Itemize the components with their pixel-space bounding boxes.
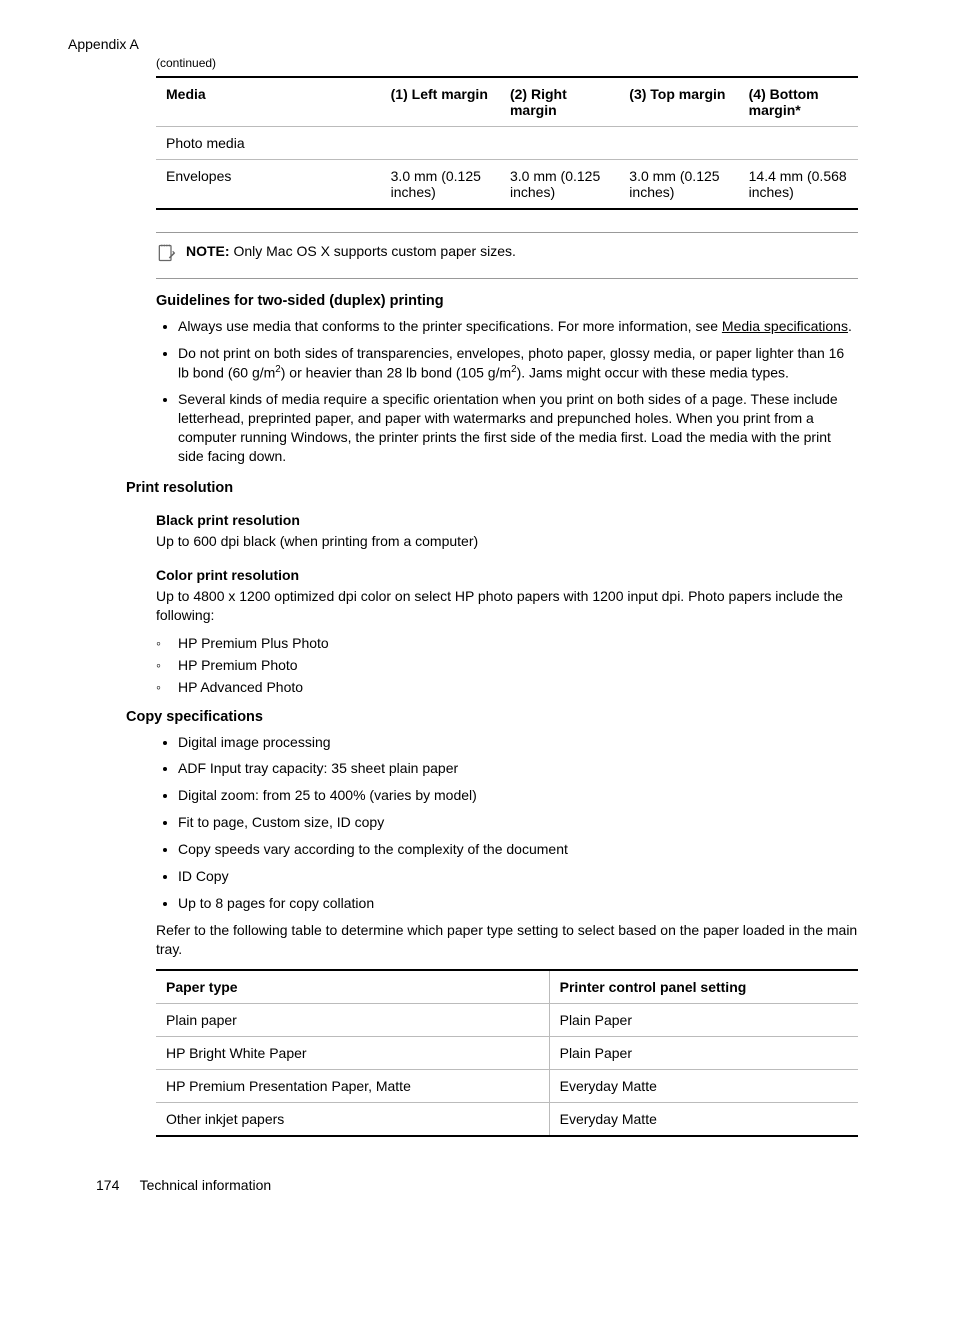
cell: 3.0 mm (0.125 inches) xyxy=(619,160,738,210)
list-item: Digital zoom: from 25 to 400% (varies by… xyxy=(178,786,858,805)
print-res-block: Print resolution Black print resolution … xyxy=(156,480,858,695)
list-item: HP Advanced Photo xyxy=(156,679,858,695)
table-row: Photo media xyxy=(156,127,858,160)
color-res-body: Up to 4800 x 1200 optimized dpi color on… xyxy=(156,587,858,625)
list-item: Do not print on both sides of transparen… xyxy=(178,344,858,382)
th-panel-setting: Printer control panel setting xyxy=(549,970,858,1004)
cell: 3.0 mm (0.125 inches) xyxy=(500,160,619,210)
footer-section: Technical information xyxy=(140,1177,272,1193)
margin-table-head-row: Media (1) Left margin (2) Right margin (… xyxy=(156,77,858,127)
color-res-heading: Color print resolution xyxy=(156,567,858,583)
black-res-heading: Black print resolution xyxy=(156,512,858,528)
list-item: Copy speeds vary according to the comple… xyxy=(178,840,858,859)
copy-spec-block: Copy specifications Digital image proces… xyxy=(156,709,858,1137)
duplex-heading: Guidelines for two-sided (duplex) printi… xyxy=(156,293,858,309)
cell xyxy=(619,127,738,160)
photo-paper-list: HP Premium Plus Photo HP Premium Photo H… xyxy=(156,635,858,695)
text: Always use media that conforms to the pr… xyxy=(178,318,722,334)
note-body: Only Mac OS X supports custom paper size… xyxy=(233,243,515,259)
page-number: 174 xyxy=(96,1177,136,1193)
copy-refer: Refer to the following table to determin… xyxy=(156,921,858,959)
table-row: Envelopes 3.0 mm (0.125 inches) 3.0 mm (… xyxy=(156,160,858,210)
table-row: HP Bright White Paper Plain Paper xyxy=(156,1036,858,1069)
black-res-body: Up to 600 dpi black (when printing from … xyxy=(156,532,858,551)
paper-table-head-row: Paper type Printer control panel setting xyxy=(156,970,858,1004)
cell: HP Premium Presentation Paper, Matte xyxy=(156,1069,549,1102)
table-row: Plain paper Plain Paper xyxy=(156,1003,858,1036)
cell: Other inkjet papers xyxy=(156,1102,549,1136)
cell: 14.4 mm (0.568 inches) xyxy=(739,160,858,210)
cell: Everyday Matte xyxy=(549,1069,858,1102)
list-item: ID Copy xyxy=(178,867,858,886)
cell: Plain paper xyxy=(156,1003,549,1036)
list-item: HP Premium Photo xyxy=(156,657,858,673)
list-item: Fit to page, Custom size, ID copy xyxy=(178,813,858,832)
cell xyxy=(500,127,619,160)
appendix-label: Appendix A xyxy=(68,36,858,52)
text: ) or heavier than 28 lb bond (105 g/m xyxy=(281,364,511,380)
note-icon xyxy=(156,243,178,268)
text: . xyxy=(848,318,852,334)
top-table-block: Media (1) Left margin (2) Right margin (… xyxy=(156,76,858,466)
cell: 3.0 mm (0.125 inches) xyxy=(381,160,500,210)
note-text: NOTE: Only Mac OS X supports custom pape… xyxy=(186,243,516,259)
note-block: NOTE: Only Mac OS X supports custom pape… xyxy=(156,232,858,279)
th-media: Media xyxy=(156,77,381,127)
cell: Plain Paper xyxy=(549,1003,858,1036)
list-item: HP Premium Plus Photo xyxy=(156,635,858,651)
text: ). Jams might occur with these media typ… xyxy=(517,364,789,380)
print-res-heading: Print resolution xyxy=(126,480,858,496)
page-footer: 174 Technical information xyxy=(96,1177,858,1193)
media-spec-link[interactable]: Media specifications xyxy=(722,318,848,334)
table-row: HP Premium Presentation Paper, Matte Eve… xyxy=(156,1069,858,1102)
list-item: Always use media that conforms to the pr… xyxy=(178,317,858,336)
copy-spec-heading: Copy specifications xyxy=(126,709,858,725)
th-paper-type: Paper type xyxy=(156,970,549,1004)
cell: Everyday Matte xyxy=(549,1102,858,1136)
th-left: (1) Left margin xyxy=(381,77,500,127)
cell: HP Bright White Paper xyxy=(156,1036,549,1069)
th-right: (2) Right margin xyxy=(500,77,619,127)
list-item: Up to 8 pages for copy collation xyxy=(178,894,858,913)
continued-label: (continued) xyxy=(156,56,858,70)
list-item: Digital image processing xyxy=(178,733,858,752)
cell-media: Envelopes xyxy=(156,160,381,210)
list-item: ADF Input tray capacity: 35 sheet plain … xyxy=(178,759,858,778)
duplex-list: Always use media that conforms to the pr… xyxy=(156,317,858,466)
th-bottom: (4) Bottom margin* xyxy=(739,77,858,127)
paper-type-table: Paper type Printer control panel setting… xyxy=(156,969,858,1137)
cell-media: Photo media xyxy=(156,127,381,160)
cell: Plain Paper xyxy=(549,1036,858,1069)
margin-table: Media (1) Left margin (2) Right margin (… xyxy=(156,76,858,210)
table-row: Other inkjet papers Everyday Matte xyxy=(156,1102,858,1136)
note-label: NOTE: xyxy=(186,243,230,259)
copy-list: Digital image processing ADF Input tray … xyxy=(156,733,858,913)
th-top: (3) Top margin xyxy=(619,77,738,127)
cell xyxy=(381,127,500,160)
page-content: Appendix A (continued) Media (1) Left ma… xyxy=(0,0,954,1233)
cell xyxy=(739,127,858,160)
list-item: Several kinds of media require a specifi… xyxy=(178,390,858,466)
